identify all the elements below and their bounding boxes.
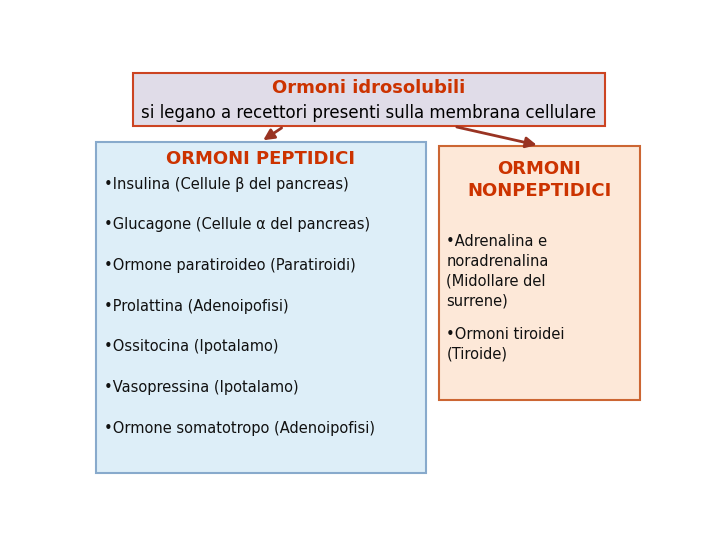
Text: •Ormoni tiroidei
(Tiroide): •Ormoni tiroidei (Tiroide) [446, 327, 565, 361]
Text: •Vasopressina (Ipotalamo): •Vasopressina (Ipotalamo) [104, 380, 299, 395]
FancyBboxPatch shape [438, 146, 640, 400]
Text: •Prolattina (Adenoipofisi): •Prolattina (Adenoipofisi) [104, 299, 289, 314]
Text: si legano a recettori presenti sulla membrana cellulare: si legano a recettori presenti sulla mem… [141, 104, 597, 122]
Text: •Ormone paratiroideo (Paratiroidi): •Ormone paratiroideo (Paratiroidi) [104, 258, 356, 273]
FancyBboxPatch shape [132, 72, 606, 126]
Text: ORMONI
NONPEPTIDICI: ORMONI NONPEPTIDICI [467, 160, 611, 200]
Text: •Adrenalina e
noradrenalina
(Midollare del
surrene): •Adrenalina e noradrenalina (Midollare d… [446, 234, 549, 308]
Text: •Glucagone (Cellule α del pancreas): •Glucagone (Cellule α del pancreas) [104, 217, 370, 232]
Text: •Ossitocina (Ipotalamo): •Ossitocina (Ipotalamo) [104, 340, 279, 354]
Text: ORMONI PEPTIDICI: ORMONI PEPTIDICI [166, 150, 356, 168]
Text: •Insulina (Cellule β del pancreas): •Insulina (Cellule β del pancreas) [104, 177, 348, 192]
Text: •Ormone somatotropo (Adenoipofisi): •Ormone somatotropo (Adenoipofisi) [104, 421, 375, 436]
Text: Ormoni idrosolubili: Ormoni idrosolubili [272, 79, 466, 97]
FancyBboxPatch shape [96, 142, 426, 473]
